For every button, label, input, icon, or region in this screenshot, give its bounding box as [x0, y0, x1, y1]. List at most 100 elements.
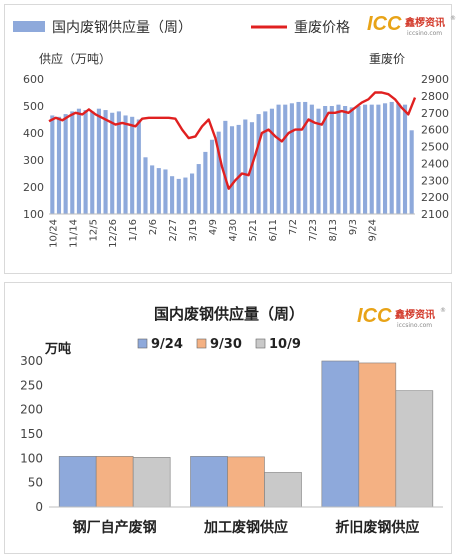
supply-bar [229, 126, 235, 214]
chart2-y-tick-label: 100 [20, 451, 43, 465]
supply-bar [183, 177, 188, 214]
chart2-x-axis: 钢厂自产废钢 加工废钢供应 折旧废钢供应 [49, 506, 443, 536]
right-y-tick-label: 2400 [421, 157, 449, 170]
chart2-category-label: 折旧废钢供应 [335, 519, 419, 536]
chart2-bar [95, 456, 134, 508]
chart2-category-label: 加工废钢供应 [203, 519, 288, 536]
supply-bar [116, 111, 121, 214]
logo-url: iccsino.com [397, 322, 432, 329]
chart2-legend-swatch [255, 338, 266, 349]
left-y-tick-label: 400 [23, 127, 44, 140]
right-y-tick-label: 2700 [421, 107, 449, 120]
supply-bar [296, 101, 301, 214]
logo-url: iccsino.com [407, 30, 442, 37]
supply-bar [176, 178, 181, 214]
supply-bar [356, 106, 361, 214]
chart2-y-label: 万吨 [44, 341, 71, 357]
chart2-y-tick-label: 300 [20, 354, 43, 368]
x-tick-label: 7/23 [308, 219, 319, 241]
chart2-bar [395, 390, 434, 508]
chart2-legend: 9/24 9/30 10/9 [137, 337, 301, 352]
supply-bar [123, 115, 128, 214]
chart2-bar [58, 456, 97, 508]
legend-price-label: 重废价格 [294, 20, 350, 36]
supply-bar [269, 108, 274, 214]
supply-bar [216, 131, 221, 214]
chart2-category-label: 钢厂自产废钢 [73, 519, 157, 536]
x-tick-label: 6/11 [268, 219, 279, 241]
chart2-bar [264, 472, 302, 508]
chart2-legend-label: 10/9 [269, 337, 301, 352]
supply-bar [276, 104, 281, 214]
supply-bar [343, 106, 348, 214]
supply-bar [382, 103, 388, 214]
x-tick-label: 4/9 [208, 219, 219, 235]
supply-bar [196, 164, 201, 214]
supply-bar [76, 108, 82, 214]
icc-logo-2: ICC 鑫椤资讯 iccsino.com ® [357, 305, 446, 329]
logo-chinese: 鑫椤资讯 [404, 16, 445, 29]
x-tick-label: 11/14 [68, 219, 79, 248]
supply-bar [56, 116, 62, 214]
chart2-legend-label: 9/24 [151, 337, 183, 352]
price-line-group [48, 91, 417, 190]
supply-bar [243, 119, 248, 214]
supply-bar [130, 116, 135, 214]
x-axis: 10/24 11/14 12/5 12/26 1/16 2/6 2/27 3/19 4/9 4/3… [48, 213, 415, 248]
x-tick-label: 8/13 [328, 219, 339, 241]
right-y-tick-label: 2300 [421, 174, 449, 187]
right-y-tick-label: 2100 [421, 208, 449, 221]
chart1-legend: 国内废钢供应量（周） 重废价格 [13, 19, 350, 36]
chart2-y-tick-label: 250 [20, 378, 43, 392]
x-tick-label: 2/27 [168, 219, 179, 241]
supply-bar [369, 104, 374, 214]
supply-bar [323, 106, 328, 214]
x-tick-label: 10/24 [48, 219, 59, 248]
supply-bar [163, 169, 168, 214]
supply-bar [329, 106, 334, 214]
left-y-tick-label: 600 [23, 73, 44, 86]
chart2-bars [58, 360, 434, 508]
supply-bar [223, 120, 228, 214]
supply-bar [236, 124, 241, 214]
supply-breakdown-chart-panel: 国内废钢供应量（周） ICC 鑫椤资讯 iccsino.com ® 万吨 9/2… [4, 282, 452, 554]
x-tick-label: 12/26 [108, 219, 119, 248]
legend-bar-swatch [13, 21, 45, 32]
supply-bar [303, 101, 308, 214]
chart2-y-tick-label: 50 [28, 476, 43, 490]
chart2-legend-label: 9/30 [210, 337, 242, 352]
chart2-bar [132, 457, 171, 508]
supply-bar [90, 111, 95, 214]
supply-bar [150, 165, 155, 214]
chart2-title: 国内废钢供应量（周） [154, 305, 304, 323]
right-y-tick-label: 2800 [421, 90, 449, 103]
logo-chinese: 鑫椤资讯 [394, 308, 435, 321]
logo-mark: ICC [357, 305, 392, 327]
x-tick-label: 1/16 [128, 219, 139, 241]
legend-supply-label: 国内废钢供应量（周） [52, 19, 192, 36]
supply-bar [402, 104, 408, 214]
right-y-tick-label: 2200 [421, 191, 449, 204]
left-axis-title: 供应（万吨） [39, 51, 111, 66]
supply-bar [96, 108, 101, 214]
supply-bar [63, 114, 68, 214]
x-tick-label: 9/3 [348, 219, 359, 235]
supply-bar [409, 130, 414, 214]
supply-bar [256, 114, 261, 214]
x-tick-label: 2/6 [148, 219, 159, 235]
chart2-legend-swatch [137, 338, 148, 349]
icc-logo: ICC 鑫椤资讯 iccsino.com ® [367, 13, 456, 37]
right-y-tick-label: 2600 [421, 124, 449, 137]
supply-bar [396, 103, 401, 214]
supply-bar [50, 115, 55, 214]
supply-bar [363, 104, 368, 214]
chart2-y-tick-label: 200 [20, 403, 43, 417]
supply-bar [136, 119, 141, 214]
chart2-y-tick-label: 0 [35, 500, 43, 514]
logo-mark: ICC [367, 13, 402, 35]
price-line [48, 91, 417, 190]
x-tick-label: 5/21 [248, 219, 259, 241]
supply-bar [203, 151, 208, 214]
logo-registered: ® [450, 15, 456, 22]
x-tick-label: 3/19 [188, 219, 199, 241]
